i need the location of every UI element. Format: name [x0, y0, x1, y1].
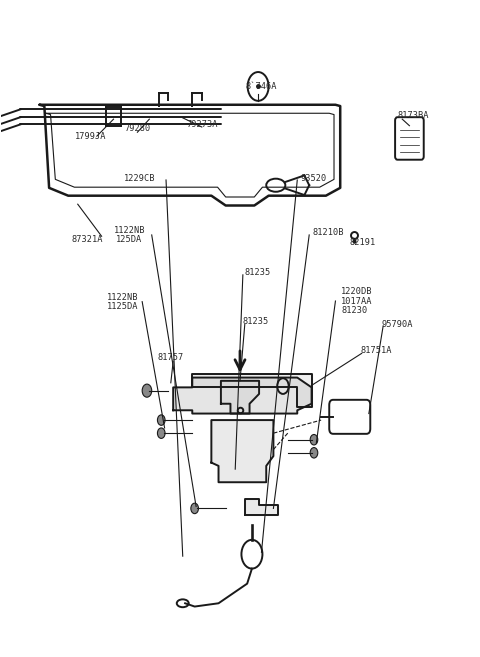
- Text: 1229CB: 1229CB: [124, 173, 156, 183]
- Circle shape: [310, 434, 318, 445]
- Text: 81235: 81235: [244, 268, 270, 277]
- Circle shape: [157, 415, 165, 425]
- Text: 1017AA: 1017AA: [341, 296, 372, 306]
- Circle shape: [157, 428, 165, 438]
- Polygon shape: [192, 374, 312, 407]
- Text: 81751A: 81751A: [360, 346, 392, 355]
- Text: 1122NB: 1122NB: [114, 226, 145, 235]
- Text: 95790A: 95790A: [382, 320, 413, 329]
- Polygon shape: [211, 420, 274, 482]
- Text: 79280: 79280: [124, 124, 151, 133]
- Text: 1122NB: 1122NB: [108, 292, 139, 302]
- Text: 93520: 93520: [301, 173, 327, 183]
- Text: 1125DA: 1125DA: [108, 302, 139, 311]
- Text: 1799JA: 1799JA: [75, 132, 107, 141]
- Polygon shape: [245, 499, 278, 515]
- Text: 8`746A: 8`746A: [246, 82, 277, 91]
- Circle shape: [191, 503, 199, 514]
- Text: 79273A: 79273A: [186, 120, 217, 129]
- Text: 125DA: 125DA: [116, 235, 143, 244]
- Polygon shape: [173, 378, 312, 413]
- Text: 81235: 81235: [242, 317, 269, 327]
- Text: 82191: 82191: [349, 238, 375, 246]
- Text: 81210B: 81210B: [312, 228, 344, 237]
- Circle shape: [310, 447, 318, 458]
- Circle shape: [142, 384, 152, 397]
- Text: 81230: 81230: [341, 306, 368, 315]
- Text: 8173BA: 8173BA: [397, 111, 429, 120]
- Text: 81757: 81757: [157, 353, 184, 363]
- Text: 1220DB: 1220DB: [341, 287, 372, 296]
- Text: 87321A: 87321A: [72, 235, 103, 244]
- Polygon shape: [221, 381, 259, 413]
